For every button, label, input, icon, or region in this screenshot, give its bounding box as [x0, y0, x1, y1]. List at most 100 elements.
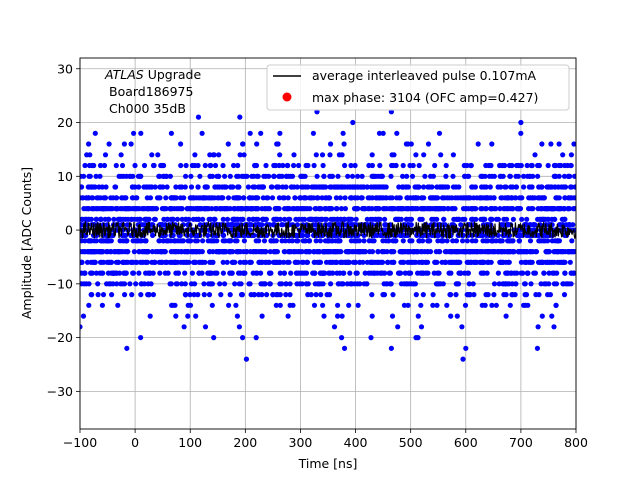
- data-point: [409, 259, 415, 265]
- data-point: [526, 206, 532, 212]
- data-point: [413, 152, 419, 158]
- data-point: [545, 206, 551, 212]
- data-point: [537, 216, 543, 222]
- data-point: [570, 206, 576, 212]
- data-point: [524, 216, 530, 222]
- data-point: [331, 324, 338, 330]
- data-point: [329, 173, 335, 179]
- annotation-line1: ATLAS Upgrade: [104, 67, 201, 82]
- y-tick-label: 10: [57, 169, 73, 184]
- data-point: [323, 206, 329, 212]
- x-tick-label: 0: [131, 435, 139, 450]
- data-point: [385, 259, 391, 265]
- data-point: [171, 206, 177, 212]
- data-point: [242, 173, 249, 179]
- data-point: [562, 195, 568, 201]
- data-point: [93, 206, 99, 212]
- data-point-outlier: [388, 345, 394, 351]
- data-point: [87, 152, 93, 158]
- data-point: [471, 259, 477, 265]
- data-point: [491, 281, 498, 287]
- data-point: [327, 152, 333, 158]
- data-point: [168, 216, 174, 222]
- data-point: [463, 206, 469, 212]
- data-point: [445, 206, 451, 212]
- data-point: [136, 270, 142, 276]
- data-point: [281, 259, 287, 265]
- x-tick-label: 600: [454, 435, 478, 450]
- data-point: [212, 216, 218, 222]
- data-point: [510, 206, 516, 212]
- data-point: [567, 195, 574, 201]
- data-point: [298, 270, 304, 276]
- legend-dot-marker: [282, 92, 292, 102]
- data-point: [500, 281, 506, 287]
- data-point: [136, 249, 142, 255]
- data-point: [375, 249, 381, 255]
- data-point: [312, 184, 318, 190]
- x-tick-label: 500: [399, 435, 423, 450]
- data-point: [450, 152, 456, 158]
- data-point: [146, 292, 152, 298]
- data-point: [480, 232, 486, 238]
- data-point: [334, 270, 340, 276]
- data-point: [229, 259, 235, 265]
- data-point: [192, 152, 198, 158]
- data-point: [542, 259, 549, 265]
- data-point: [335, 313, 341, 319]
- data-point: [251, 292, 257, 298]
- data-point: [124, 238, 130, 244]
- data-point: [405, 184, 411, 190]
- data-point: [179, 216, 185, 222]
- data-point: [95, 292, 101, 298]
- data-point: [93, 173, 99, 179]
- data-point: [254, 270, 260, 276]
- data-point: [236, 281, 242, 287]
- data-point: [432, 162, 438, 169]
- data-point: [403, 216, 409, 222]
- data-point: [277, 302, 283, 308]
- data-point: [193, 313, 199, 319]
- data-point: [84, 259, 91, 265]
- data-point: [321, 184, 328, 190]
- data-point: [452, 206, 458, 212]
- data-point: [524, 249, 530, 255]
- data-point: [246, 222, 252, 228]
- data-point: [155, 249, 161, 255]
- data-point: [462, 270, 468, 276]
- data-point: [253, 206, 259, 212]
- data-point: [384, 249, 390, 255]
- data-point: [498, 195, 504, 201]
- data-point: [567, 259, 573, 265]
- data-point: [271, 162, 277, 169]
- data-point: [358, 249, 364, 255]
- data-point: [320, 281, 326, 287]
- data-point: [277, 152, 283, 158]
- data-point: [404, 173, 410, 179]
- data-point: [555, 195, 561, 201]
- data-point: [99, 302, 105, 308]
- data-point: [283, 173, 289, 179]
- data-point: [131, 249, 137, 255]
- data-point: [382, 270, 388, 276]
- data-point: [189, 249, 196, 255]
- data-point: [100, 292, 107, 298]
- data-point: [206, 292, 213, 298]
- data-point: [172, 238, 179, 244]
- data-point: [137, 216, 143, 222]
- data-point: [406, 270, 412, 276]
- data-point: [428, 173, 434, 179]
- data-point: [149, 184, 155, 190]
- data-point: [114, 206, 121, 212]
- data-point: [556, 141, 562, 147]
- data-point: [314, 249, 320, 255]
- data-point: [263, 162, 269, 169]
- data-point: [123, 173, 129, 179]
- data-point: [304, 259, 310, 265]
- data-point: [264, 292, 270, 298]
- data-point: [253, 335, 259, 341]
- data-point: [500, 173, 506, 179]
- x-tick-label: 300: [289, 435, 313, 450]
- data-point: [491, 292, 497, 298]
- data-point: [101, 195, 108, 201]
